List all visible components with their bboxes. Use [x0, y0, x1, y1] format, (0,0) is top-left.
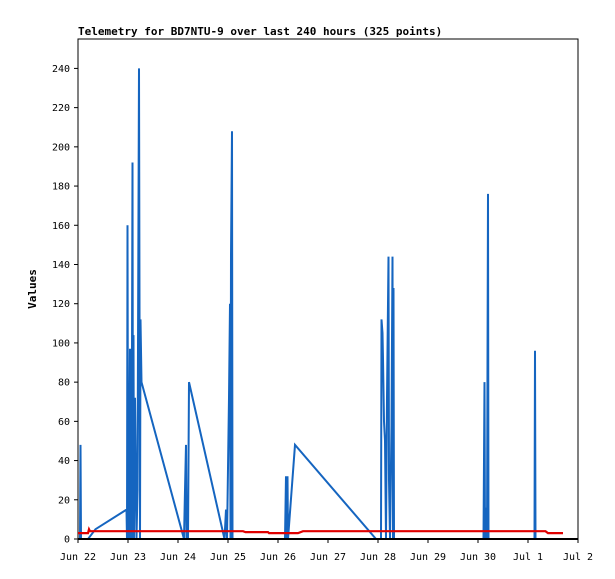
x-tick-label: Jun 29 [410, 552, 446, 563]
y-tick-label: 40 [58, 456, 70, 467]
y-tick-label: 80 [58, 378, 70, 389]
y-tick-label: 160 [52, 221, 70, 232]
y-tick-label: 200 [52, 142, 70, 153]
x-tick-label: Jun 24 [160, 552, 196, 563]
y-tick-label: 120 [52, 299, 70, 310]
plot-frame [77, 38, 579, 540]
y-tick-label: 0 [64, 535, 70, 546]
y-tick-label: 240 [52, 64, 70, 75]
x-tick-label: Jun 28 [360, 552, 396, 563]
y-tick-label: 100 [52, 338, 70, 349]
series-line-1 [78, 68, 543, 540]
x-tick-label: Jul 1 [513, 552, 543, 563]
x-tick-label: Jul 2 [563, 552, 593, 563]
x-tick-label: Jun 23 [110, 552, 146, 563]
y-tick-label: 60 [58, 417, 70, 428]
series-line-2 [78, 526, 563, 535]
y-tick-label: 20 [58, 495, 70, 506]
x-tick-label: Jun 22 [60, 552, 96, 563]
y-axis-label: Values [26, 269, 39, 309]
y-axis: 0 20 40 60 80 100 120 140 160 180 200 220 240 [52, 64, 78, 546]
x-tick-label: Jun 25 [210, 552, 246, 563]
x-tick-label: Jun 30 [460, 552, 496, 563]
y-tick-label: 220 [52, 103, 70, 114]
series-layer [78, 68, 563, 540]
chart-title: Telemetry for BD7NTU-9 over last 240 hou… [78, 25, 442, 38]
x-axis: Jun 22 Jun 23 Jun 24 Jun 25 Jun 26 Jun 27 Jun … [60, 539, 593, 563]
y-tick-label: 180 [52, 182, 70, 193]
y-tick-label: 140 [52, 260, 70, 271]
x-tick-label: Jun 27 [310, 552, 346, 563]
x-tick-label: Jun 26 [260, 552, 296, 563]
